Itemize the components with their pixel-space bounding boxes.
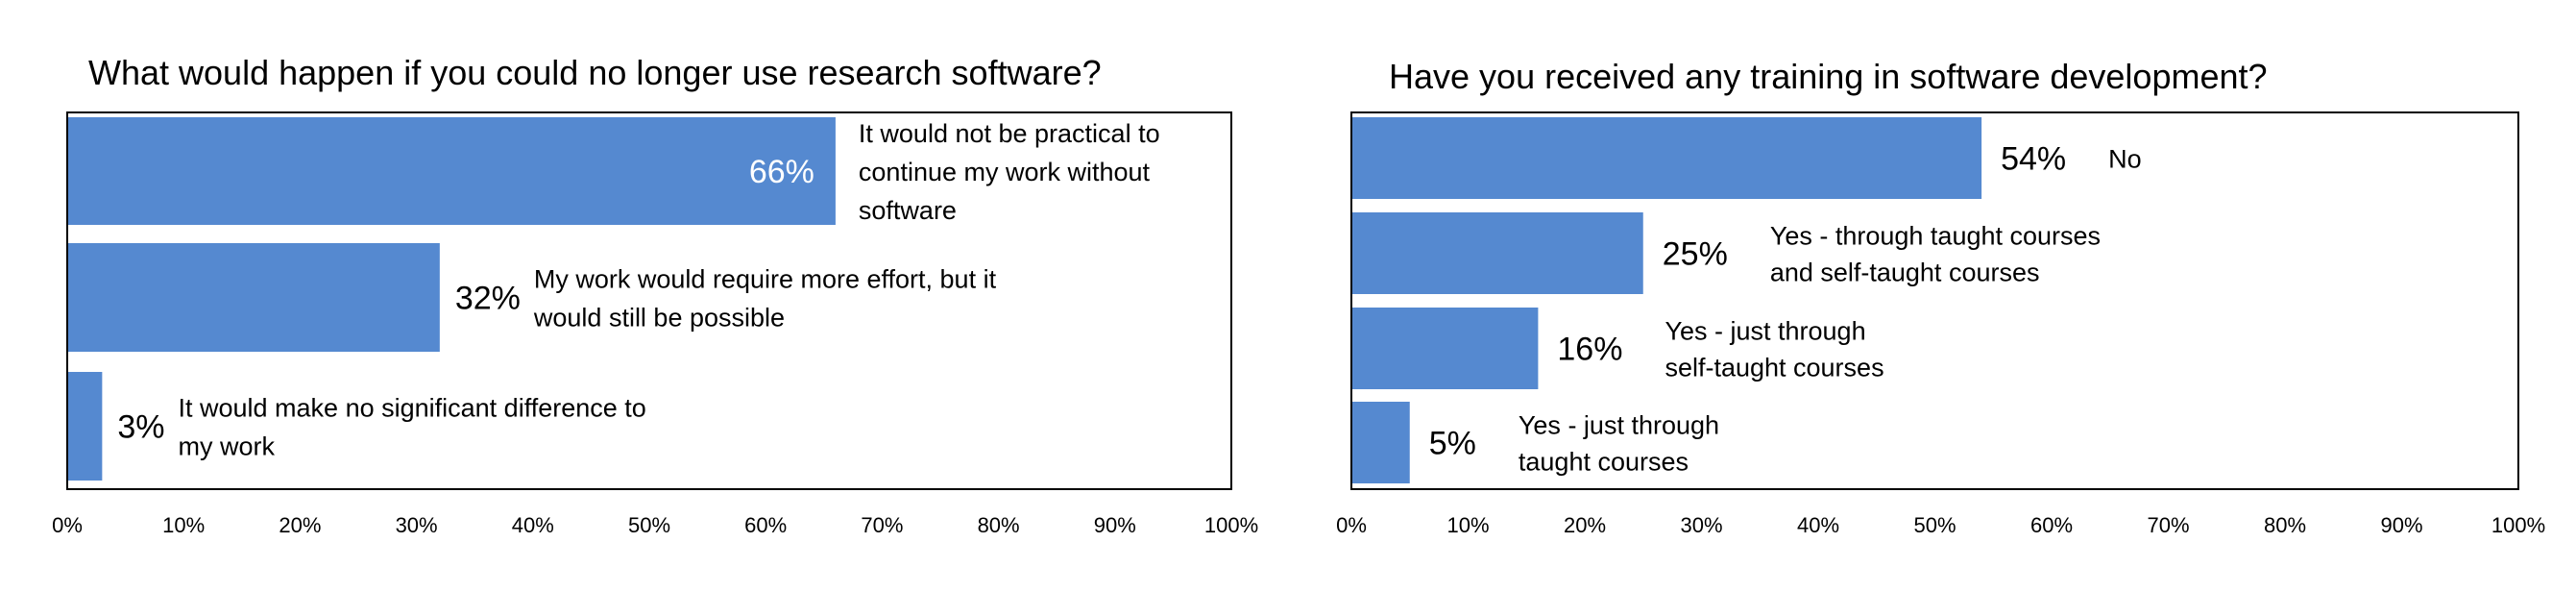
- bar-2: [67, 243, 440, 352]
- bar-value-label: 16%: [1557, 332, 1622, 368]
- bar-category-label: Yes - just through: [1519, 411, 1719, 440]
- bar-category-label: It would make no significant difference …: [179, 394, 646, 423]
- x-tick-label: 40%: [1797, 513, 1839, 537]
- chart-title: What would happen if you could no longer…: [88, 53, 1102, 92]
- bar-value-label: 54%: [2001, 141, 2066, 178]
- bar-value-label: 5%: [1429, 426, 1476, 462]
- x-tick-label: 60%: [744, 513, 787, 537]
- bar-category-label: self-taught courses: [1665, 354, 1883, 382]
- bar-2: [1351, 212, 1643, 294]
- bar-category-label: Yes - through taught courses: [1770, 222, 2101, 251]
- x-tick-label: 20%: [279, 513, 321, 537]
- bar-category-label: No: [2108, 145, 2142, 174]
- x-tick-label: 0%: [52, 513, 83, 537]
- bar-1: [67, 117, 836, 225]
- bar-category-label: continue my work without: [859, 158, 1151, 186]
- x-tick-label: 50%: [628, 513, 670, 537]
- bar-value-label: 25%: [1663, 236, 1728, 273]
- x-tick-label: 80%: [2264, 513, 2306, 537]
- chart-title: Have you received any training in softwa…: [1389, 57, 2268, 96]
- plot-frame: [1350, 111, 2519, 490]
- bar-value-label: 32%: [455, 281, 521, 317]
- chart-2: Have you received any training in softwa…: [1336, 57, 2545, 537]
- x-tick-label: 50%: [1913, 513, 1956, 537]
- bar-category-label: my work: [179, 432, 276, 461]
- bar-4: [1351, 402, 1410, 483]
- bar-category-label: would still be possible: [533, 304, 785, 333]
- x-tick-label: 30%: [1680, 513, 1722, 537]
- x-tick-label: 100%: [1204, 513, 1258, 537]
- x-tick-label: 20%: [1564, 513, 1606, 537]
- chart-1: What would happen if you could no longer…: [52, 53, 1258, 537]
- x-tick-label: 70%: [861, 513, 903, 537]
- bar-category-label: software: [859, 196, 957, 225]
- bar-3: [1351, 308, 1539, 389]
- bar-value-label: 66%: [749, 154, 814, 190]
- bar-category-label: taught courses: [1519, 448, 1689, 477]
- x-tick-label: 100%: [2491, 513, 2545, 537]
- x-tick-label: 70%: [2147, 513, 2189, 537]
- bar-category-label: Yes - just through: [1665, 317, 1865, 346]
- x-tick-label: 60%: [2030, 513, 2073, 537]
- bar-category-label: It would not be practical to: [859, 119, 1160, 148]
- bar-3: [67, 372, 103, 481]
- bar-category-label: and self-taught courses: [1770, 259, 2040, 287]
- bar-category-label: My work would require more effort, but i…: [534, 265, 997, 294]
- x-tick-label: 30%: [396, 513, 438, 537]
- bar-1: [1351, 117, 1982, 199]
- x-tick-label: 10%: [162, 513, 205, 537]
- x-tick-label: 90%: [1094, 513, 1136, 537]
- x-tick-label: 40%: [512, 513, 554, 537]
- x-tick-label: 90%: [2380, 513, 2422, 537]
- bar-value-label: 3%: [117, 409, 164, 446]
- x-tick-label: 10%: [1446, 513, 1489, 537]
- x-tick-label: 80%: [978, 513, 1020, 537]
- x-tick-label: 0%: [1336, 513, 1367, 537]
- plot-frame: [66, 111, 1232, 490]
